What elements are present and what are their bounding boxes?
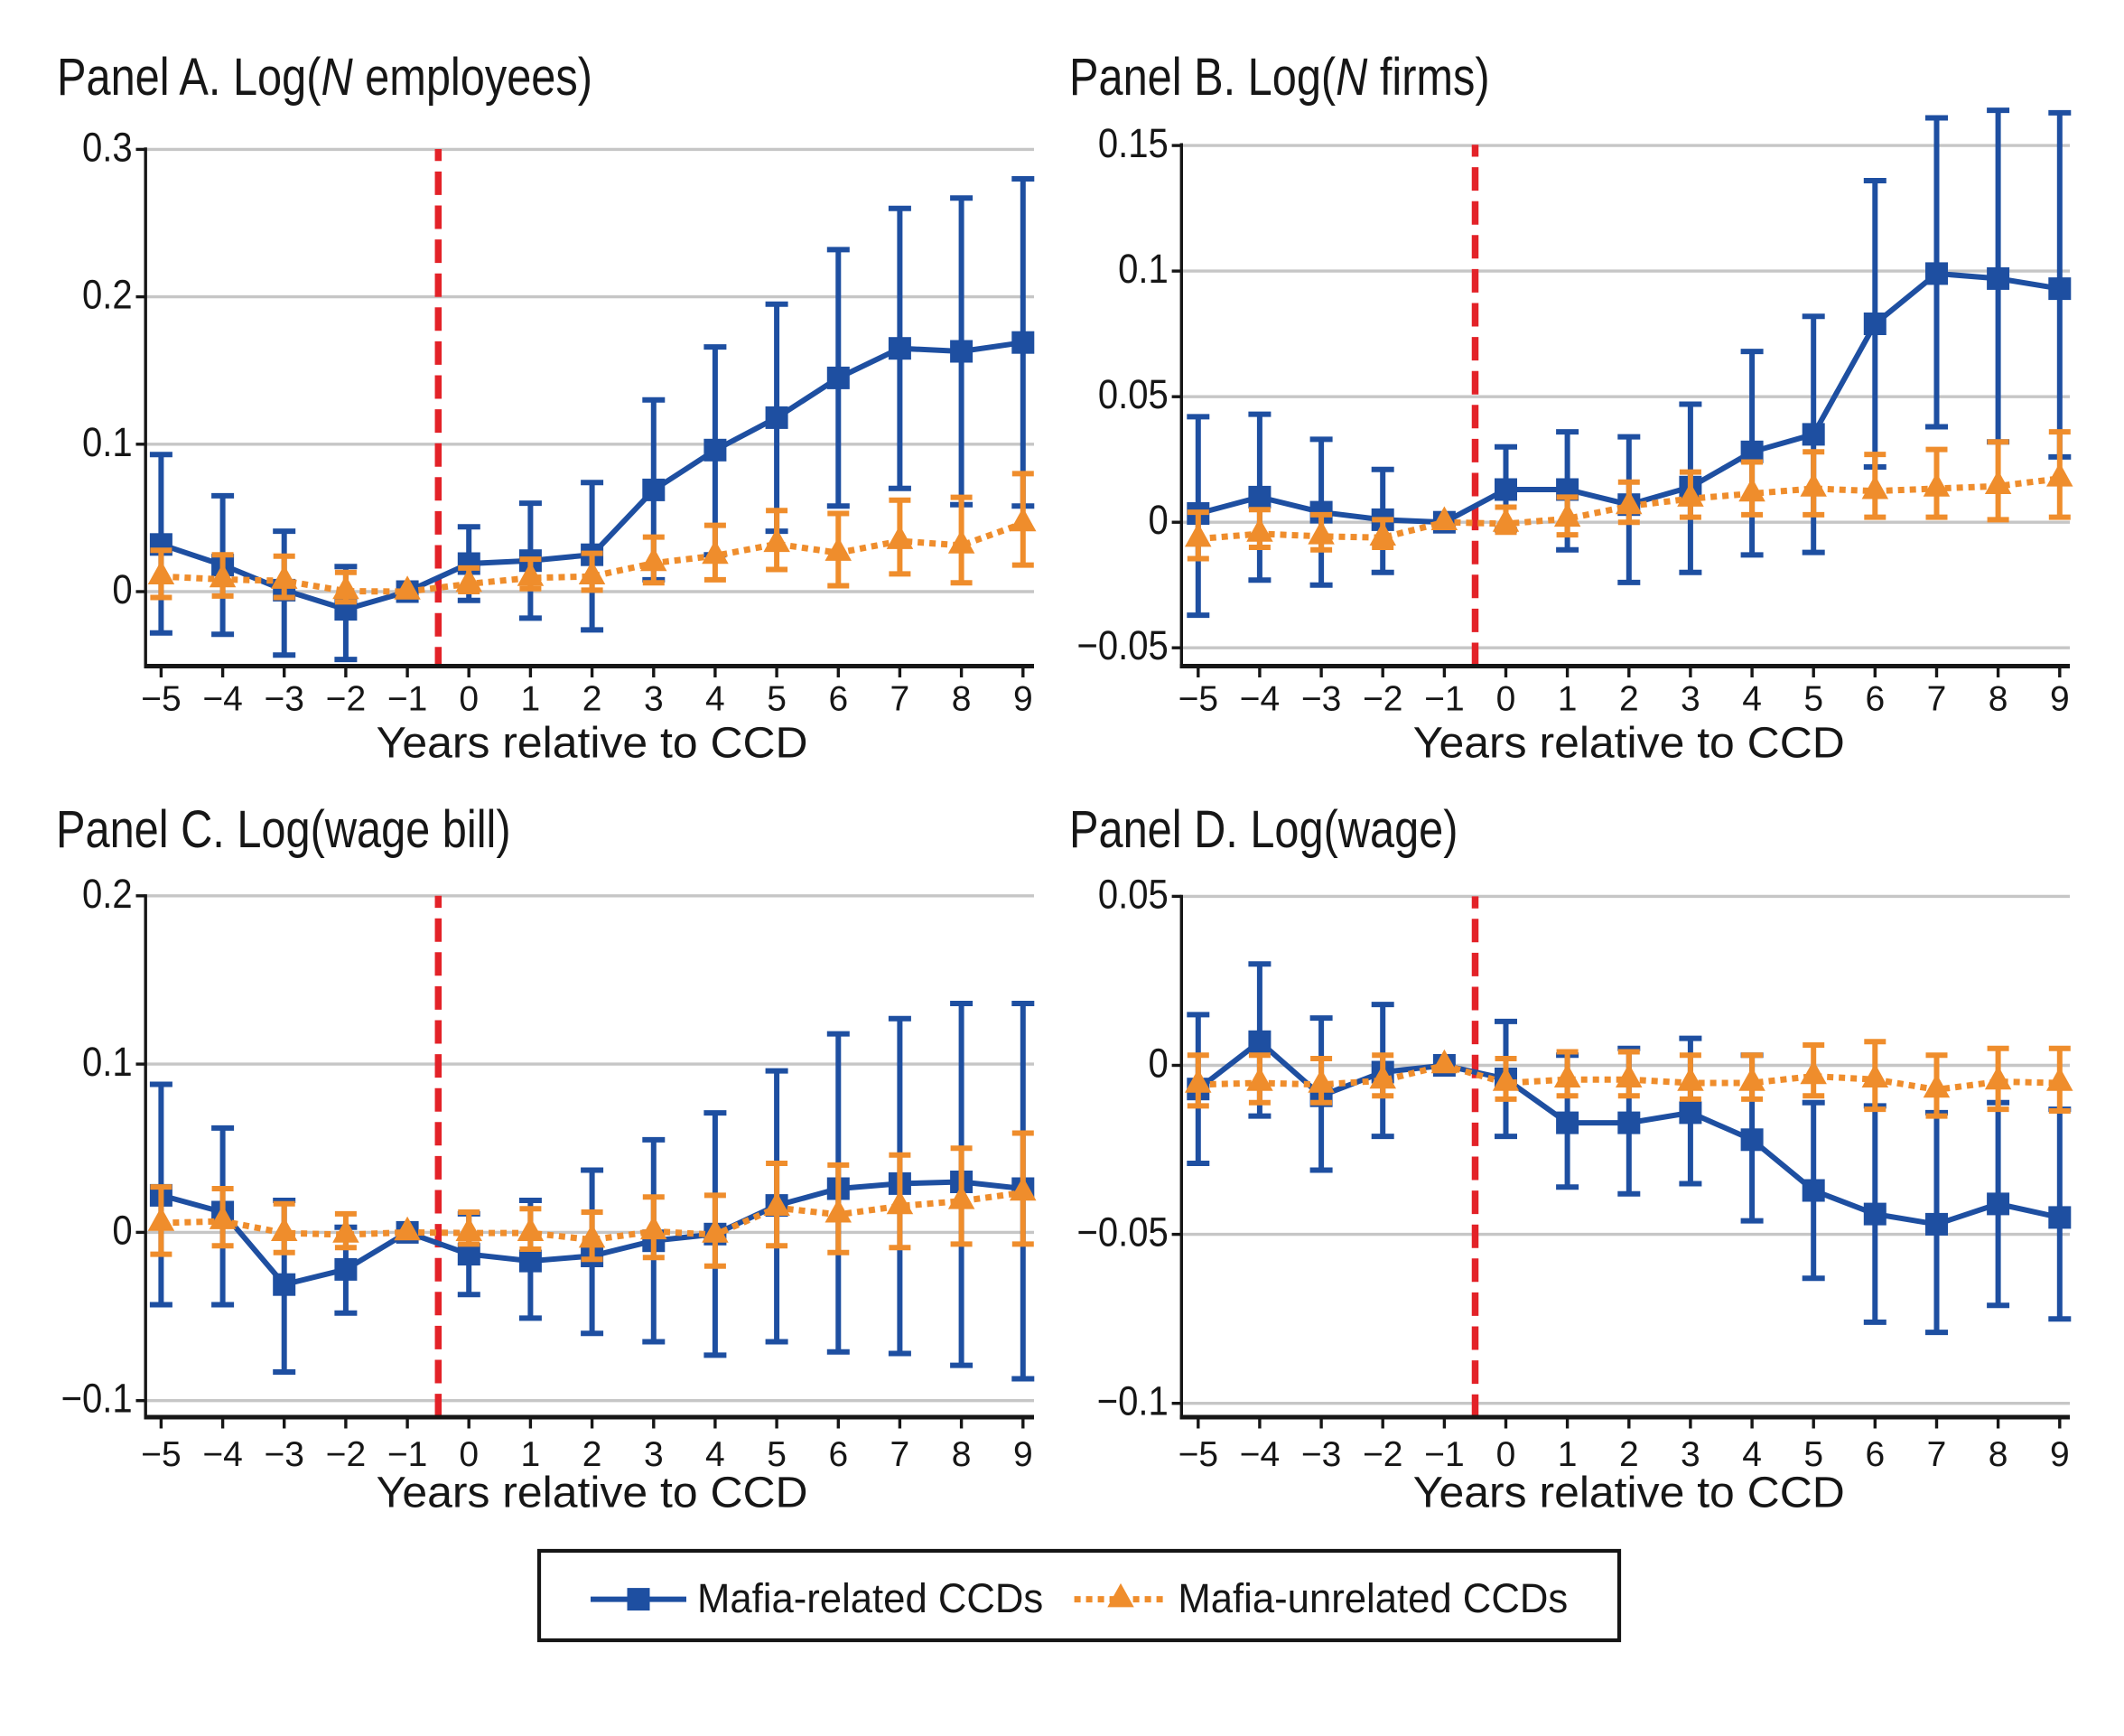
- svg-text:1: 1: [1558, 680, 1578, 719]
- svg-text:0: 0: [1149, 498, 1169, 544]
- svg-text:1: 1: [521, 680, 541, 719]
- svg-text:−4: −4: [1240, 1435, 1280, 1474]
- svg-text:0: 0: [112, 567, 132, 613]
- svg-text:5: 5: [1803, 680, 1823, 719]
- svg-text:−2: −2: [1363, 680, 1402, 719]
- svg-text:−5: −5: [1178, 680, 1218, 719]
- svg-text:9: 9: [2050, 1435, 2070, 1474]
- svg-text:0.05: 0.05: [1098, 372, 1169, 418]
- svg-text:3: 3: [1681, 1435, 1700, 1474]
- svg-text:0: 0: [1149, 1041, 1169, 1087]
- svg-text:−4: −4: [1240, 680, 1280, 719]
- svg-text:9: 9: [2050, 680, 2070, 719]
- svg-text:4: 4: [1742, 680, 1762, 719]
- svg-text:−5: −5: [1178, 1435, 1218, 1474]
- svg-text:5: 5: [767, 680, 787, 719]
- svg-text:−4: −4: [202, 1435, 242, 1474]
- svg-text:−5: −5: [141, 1435, 181, 1474]
- svg-text:7: 7: [1927, 680, 1947, 719]
- svg-text:Panel A. Log(N employees): Panel A. Log(N employees): [57, 49, 592, 107]
- svg-text:7: 7: [890, 1435, 910, 1474]
- svg-text:−0.05: −0.05: [1077, 1209, 1169, 1255]
- svg-text:6: 6: [1865, 680, 1885, 719]
- svg-text:5: 5: [767, 1435, 787, 1474]
- svg-text:Mafia-related CCDs: Mafia-related CCDs: [697, 1576, 1043, 1621]
- svg-text:−1: −1: [1424, 680, 1464, 719]
- svg-text:8: 8: [952, 680, 972, 719]
- svg-text:4: 4: [705, 1435, 725, 1474]
- svg-text:Years relative to CCD: Years relative to CCD: [1413, 719, 1845, 767]
- svg-text:−2: −2: [326, 1435, 366, 1474]
- svg-text:−1: −1: [1424, 1435, 1464, 1474]
- svg-text:−5: −5: [141, 680, 181, 719]
- svg-text:7: 7: [1927, 1435, 1947, 1474]
- svg-text:0.15: 0.15: [1098, 121, 1169, 167]
- svg-text:8: 8: [1989, 680, 2008, 719]
- svg-text:−1: −1: [387, 1435, 427, 1474]
- svg-text:−2: −2: [1363, 1435, 1402, 1474]
- svg-text:0: 0: [1496, 1435, 1516, 1474]
- svg-text:8: 8: [952, 1435, 972, 1474]
- svg-text:2: 2: [1619, 1435, 1639, 1474]
- svg-text:0.1: 0.1: [82, 1040, 133, 1086]
- svg-text:Panel D. Log(wage): Panel D. Log(wage): [1069, 801, 1458, 859]
- svg-text:−0.1: −0.1: [1097, 1379, 1169, 1425]
- svg-text:9: 9: [1013, 1435, 1033, 1474]
- svg-text:4: 4: [705, 680, 725, 719]
- svg-text:6: 6: [1865, 1435, 1885, 1474]
- svg-text:Panel C. Log(wage bill): Panel C. Log(wage bill): [56, 801, 511, 859]
- svg-text:0.2: 0.2: [82, 272, 133, 318]
- svg-text:3: 3: [1681, 680, 1700, 719]
- svg-text:0: 0: [459, 1435, 479, 1474]
- svg-text:0.1: 0.1: [1118, 247, 1169, 293]
- svg-text:0.2: 0.2: [82, 872, 133, 918]
- svg-text:9: 9: [1013, 680, 1033, 719]
- svg-text:8: 8: [1989, 1435, 2008, 1474]
- svg-text:Years relative to CCD: Years relative to CCD: [1413, 1469, 1845, 1517]
- svg-text:0: 0: [1496, 680, 1516, 719]
- svg-text:−3: −3: [264, 1435, 303, 1474]
- svg-text:0.3: 0.3: [82, 125, 133, 171]
- svg-text:7: 7: [890, 680, 910, 719]
- svg-text:Panel B. Log(N firms): Panel B. Log(N firms): [1069, 49, 1490, 107]
- svg-text:2: 2: [582, 1435, 602, 1474]
- svg-text:−3: −3: [264, 680, 303, 719]
- svg-text:−0.05: −0.05: [1077, 623, 1169, 669]
- svg-text:Years relative to CCD: Years relative to CCD: [377, 719, 808, 767]
- svg-text:−0.1: −0.1: [61, 1377, 133, 1423]
- svg-text:6: 6: [828, 1435, 848, 1474]
- svg-text:2: 2: [1619, 680, 1639, 719]
- svg-text:1: 1: [521, 1435, 541, 1474]
- svg-text:4: 4: [1742, 1435, 1762, 1474]
- svg-text:−2: −2: [326, 680, 366, 719]
- svg-text:3: 3: [644, 1435, 664, 1474]
- svg-text:−1: −1: [387, 680, 427, 719]
- svg-text:Mafia-unrelated CCDs: Mafia-unrelated CCDs: [1178, 1576, 1568, 1621]
- svg-text:−3: −3: [1301, 1435, 1341, 1474]
- svg-text:0: 0: [459, 680, 479, 719]
- svg-text:0: 0: [112, 1208, 132, 1254]
- svg-text:3: 3: [644, 680, 664, 719]
- svg-text:Years relative to CCD: Years relative to CCD: [377, 1469, 808, 1517]
- svg-text:1: 1: [1558, 1435, 1578, 1474]
- svg-text:−4: −4: [202, 680, 242, 719]
- svg-text:0.1: 0.1: [82, 420, 133, 466]
- svg-text:2: 2: [582, 680, 602, 719]
- svg-text:0.05: 0.05: [1098, 872, 1169, 918]
- svg-text:−3: −3: [1301, 680, 1341, 719]
- svg-text:6: 6: [828, 680, 848, 719]
- svg-text:5: 5: [1803, 1435, 1823, 1474]
